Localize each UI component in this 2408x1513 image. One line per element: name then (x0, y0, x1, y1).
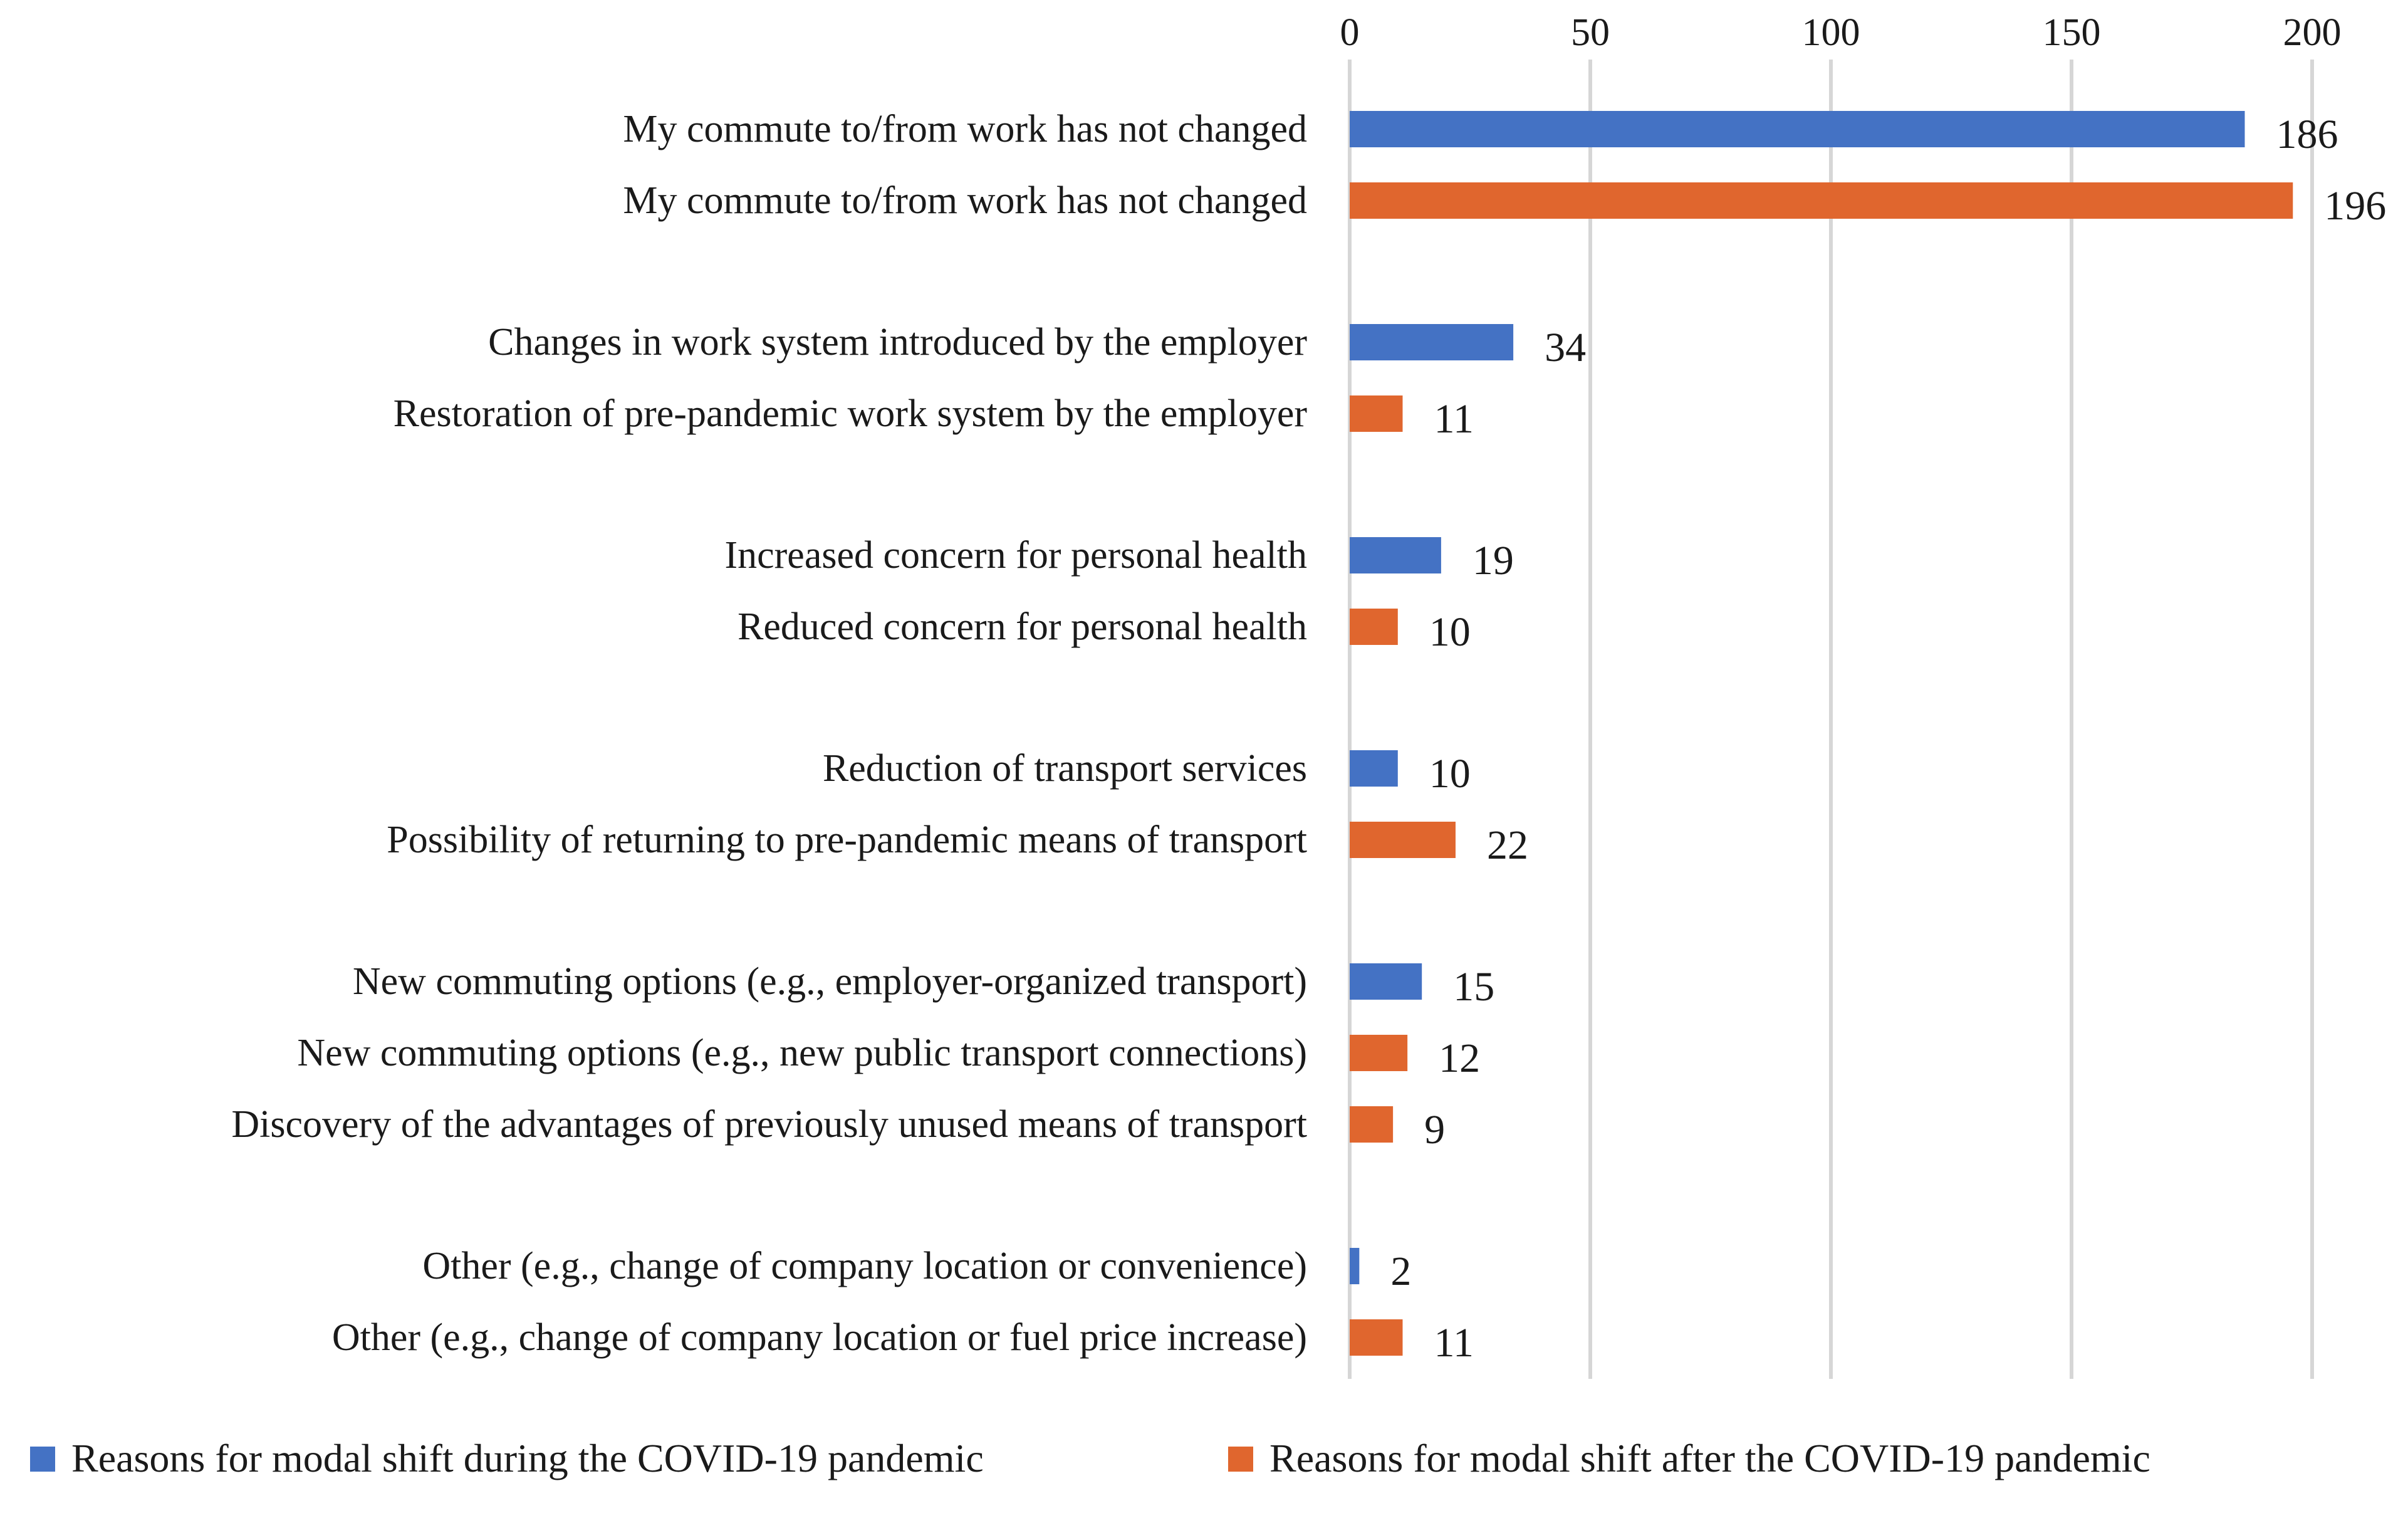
bar (1350, 324, 1514, 360)
value-label: 34 (1545, 325, 1586, 370)
category-label: My commute to/from work has not changed (623, 179, 1307, 222)
category-label: Increased concern for personal health (724, 534, 1307, 577)
value-label: 22 (1487, 822, 1528, 868)
x-tick-label: 150 (2043, 11, 2101, 54)
category-label: Changes in work system introduced by the… (488, 321, 1307, 364)
bar (1350, 822, 1456, 858)
bar (1350, 1106, 1394, 1143)
bar (1350, 1035, 1408, 1071)
legend-label: Reasons for modal shift after the COVID-… (1269, 1436, 2150, 1480)
bar (1350, 750, 1398, 787)
category-label: Reduced concern for personal health (738, 605, 1307, 648)
legend-swatch (30, 1447, 55, 1472)
bars (1350, 111, 2293, 1356)
category-labels: My commute to/from work has not changed M… (231, 108, 1307, 1359)
value-label: 11 (1434, 396, 1474, 442)
x-tick-label: 0 (1340, 11, 1360, 54)
legend-label: Reasons for modal shift during the COVID… (71, 1436, 984, 1480)
value-label: 15 (1453, 964, 1494, 1010)
value-label: 19 (1472, 538, 1514, 584)
bar (1350, 537, 1441, 573)
bar (1350, 182, 2293, 219)
value-label: 9 (1424, 1107, 1445, 1153)
value-label: 10 (1429, 751, 1471, 797)
x-axis-ticks: 0 50 100 150 200 (1340, 11, 2342, 54)
value-label: 11 (1434, 1320, 1474, 1366)
bar (1350, 963, 1422, 1000)
category-label: New commuting options (e.g., employer-or… (353, 960, 1307, 1003)
category-label: Discovery of the advantages of previousl… (231, 1103, 1307, 1146)
x-tick-label: 100 (1802, 11, 1860, 54)
category-label: Restoration of pre-pandemic work system … (394, 392, 1308, 435)
legend-swatch (1228, 1447, 1253, 1472)
bar (1350, 111, 2245, 147)
value-label: 10 (1429, 609, 1471, 655)
category-label: Other (e.g., change of company location … (422, 1245, 1307, 1287)
category-label: Reduction of transport services (823, 747, 1307, 790)
category-label: New commuting options (e.g., new public … (297, 1032, 1307, 1074)
bar (1350, 1248, 1360, 1284)
x-tick-label: 200 (2283, 11, 2342, 54)
gridlines (1348, 60, 2314, 1379)
legend: Reasons for modal shift during the COVID… (30, 1436, 2150, 1480)
category-label: Other (e.g., change of company location … (332, 1316, 1307, 1359)
category-label: My commute to/from work has not changed (623, 108, 1307, 150)
bar (1350, 1319, 1403, 1356)
value-label: 186 (2276, 112, 2338, 157)
value-label: 196 (2324, 183, 2386, 229)
value-label: 12 (1439, 1035, 1480, 1081)
bar (1350, 395, 1403, 432)
x-tick-label: 50 (1571, 11, 1610, 54)
value-label: 2 (1390, 1249, 1411, 1294)
bar (1350, 609, 1398, 645)
category-label: Possibility of returning to pre-pandemic… (387, 819, 1307, 861)
